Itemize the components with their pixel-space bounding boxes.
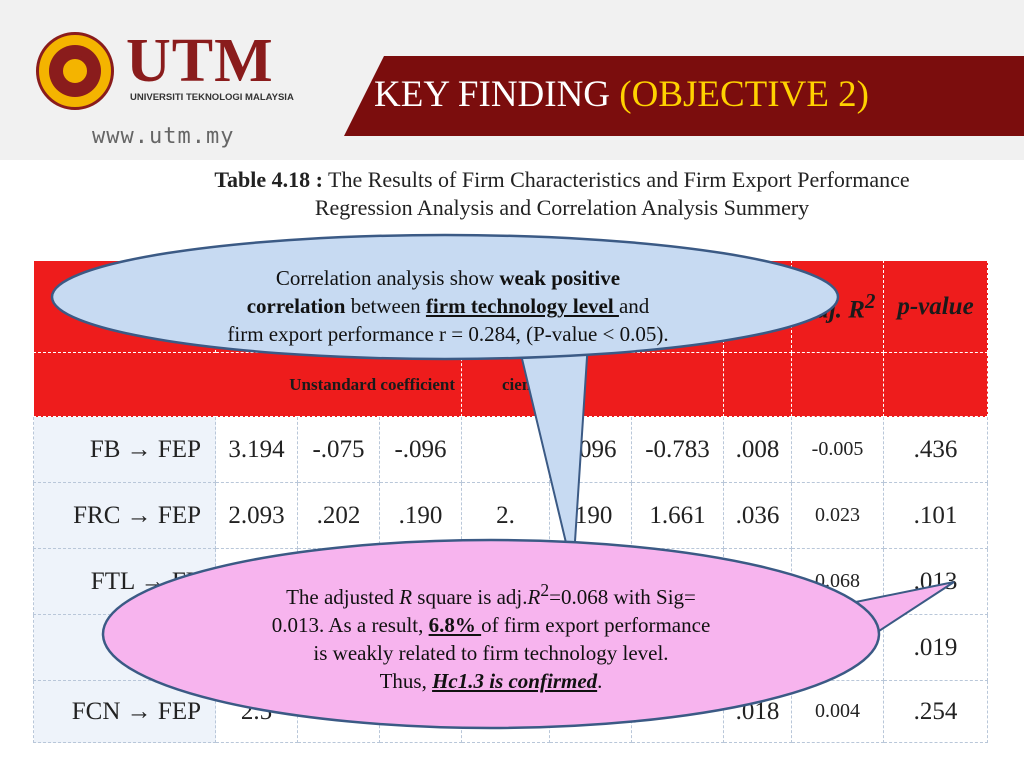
subheader-standard: cient: [461, 352, 724, 417]
caption-label: Table 4.18 :: [214, 167, 323, 192]
caption-line2: Regression Analysis and Correlation Anal…: [314, 195, 810, 220]
logo-word: UTM: [126, 27, 274, 95]
cell: 2.: [461, 482, 550, 549]
cell: .036: [723, 482, 792, 549]
cell: 3.194: [215, 416, 298, 483]
header-p-value: p-value: [883, 260, 988, 353]
title-banner: KEY FINDING (OBJECTIVE 2): [344, 56, 1024, 136]
cell: [461, 416, 550, 483]
logo-subtitle: UNIVERSITI TEKNOLOGI MALAYSIA: [130, 92, 294, 103]
cell: 0.004: [791, 680, 884, 743]
utm-logo: UTM UNIVERSITI TEKNOLOGI MALAYSIA: [36, 27, 316, 112]
caption-line1: The Results of Firm Characteristics and …: [322, 167, 910, 192]
table-row: FRC → FEP 2.093 .202 .190 2. .190 1.661 …: [33, 482, 988, 549]
table-row: FB → FEP 3.194 -.075 -.096 -.096 -0.783 …: [33, 416, 988, 483]
title-objective: (OBJECTIVE 2): [619, 74, 869, 115]
cell: 0.023: [791, 482, 884, 549]
callout-adjusted-r2: The adjusted R square is adj.R2=0.068 wi…: [96, 536, 956, 736]
row-label: FCN → FEP: [33, 680, 216, 743]
utm-seal-icon: [36, 32, 114, 110]
cell: -0.005: [791, 416, 884, 483]
cell: .436: [883, 416, 988, 483]
cell: .019: [883, 614, 988, 681]
cell: 1.661: [631, 482, 724, 549]
title-main: KEY FINDING: [374, 74, 620, 115]
row-label: FB → FEP: [33, 416, 216, 483]
table-caption: Table 4.18 : The Results of Firm Charact…: [100, 166, 1024, 222]
website-url: www.utm.my: [92, 124, 235, 149]
callout-correlation: Correlation analysis show weak positive …: [48, 232, 848, 582]
cell: 2.093: [215, 482, 298, 549]
table-subheader-row: Unstandard coefficient cient: [33, 352, 988, 417]
row-label: FRC → FEP: [33, 482, 216, 549]
cell: -.096: [379, 416, 462, 483]
cell: .101: [883, 482, 988, 549]
callout-correlation-text: Correlation analysis show weak positive …: [227, 266, 669, 346]
slide-title: KEY FINDING (OBJECTIVE 2): [374, 73, 869, 116]
cell: -.075: [297, 416, 380, 483]
subheader-unstandard: Unstandard coefficient: [33, 352, 462, 417]
cell: .008: [723, 416, 792, 483]
cell: .190: [379, 482, 462, 549]
callout-adjusted-r2-text: The adjusted R square is adj.R2=0.068 wi…: [271, 580, 711, 693]
cell: .254: [883, 680, 988, 743]
